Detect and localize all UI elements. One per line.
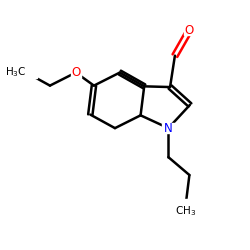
Text: O: O [71, 66, 81, 79]
Text: H$_3$C: H$_3$C [5, 66, 26, 80]
Bar [71, 68, 81, 78]
Bar [162, 123, 175, 133]
Text: N: N [164, 122, 173, 135]
Text: CH$_3$: CH$_3$ [175, 204, 197, 218]
Bar [177, 199, 195, 209]
Bar [16, 68, 36, 78]
Text: O: O [185, 24, 194, 37]
Bar [184, 25, 194, 35]
